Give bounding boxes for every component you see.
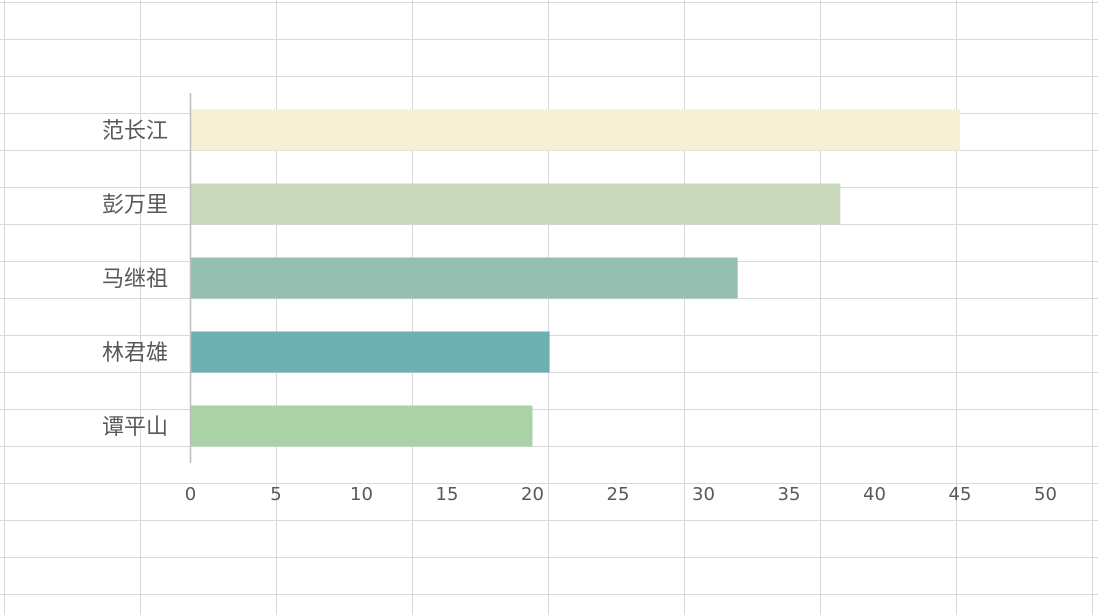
bars-group <box>190 109 960 447</box>
x-tick-label: 10 <box>350 484 373 505</box>
x-tick-label: 30 <box>692 484 715 505</box>
x-tick-label: 5 <box>270 484 281 505</box>
x-tick-label: 50 <box>1034 484 1057 505</box>
category-label: 林君雄 <box>102 341 168 366</box>
category-label: 彭万里 <box>102 193 168 218</box>
x-tick-label: 15 <box>436 484 459 505</box>
category-label: 范长江 <box>102 119 168 144</box>
x-tick-label: 0 <box>185 484 196 505</box>
x-tick-label: 35 <box>778 484 801 505</box>
x-tick-label: 40 <box>863 484 886 505</box>
bar <box>190 183 841 225</box>
tick-labels: 0 5 10 15 20 25 30 35 40 45 50 <box>185 484 1057 505</box>
category-label: 马继祖 <box>102 267 168 292</box>
category-label: 谭平山 <box>102 415 168 440</box>
x-tick-label: 45 <box>949 484 972 505</box>
x-tick-label: 25 <box>607 484 630 505</box>
bar <box>190 257 738 299</box>
bar <box>190 405 533 447</box>
bar <box>190 331 550 373</box>
x-tick-label: 20 <box>521 484 544 505</box>
bar <box>190 109 960 151</box>
